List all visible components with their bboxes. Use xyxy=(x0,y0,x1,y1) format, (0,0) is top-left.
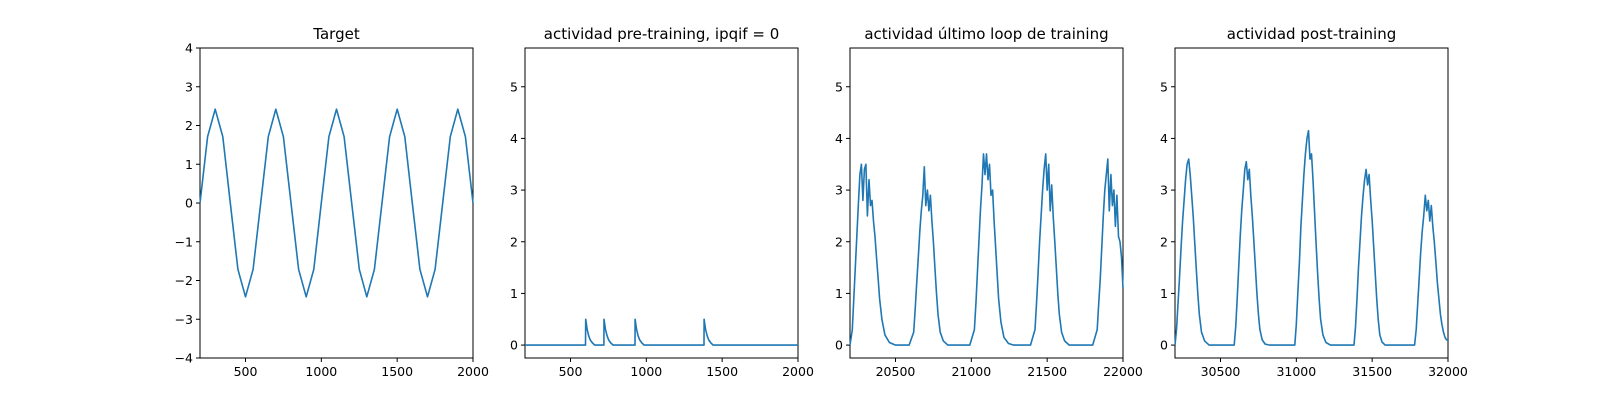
subplot-title: actividad post-training xyxy=(1227,25,1396,43)
y-tick-label: 1 xyxy=(835,286,843,301)
subplot-title: actividad pre-training, ipqif = 0 xyxy=(544,25,780,43)
tick-group: 500 1000 1500 2000 −4 −3 −2 −1 0 1 2 3 4 xyxy=(175,41,489,380)
y-tick-label: 3 xyxy=(835,183,843,198)
subplot-target: Target 500 1000 1500 2000 −4 −3 −2 −1 0 1 2 3 4 xyxy=(175,25,489,379)
y-tick-label: 1 xyxy=(185,157,193,172)
y-tick-label: 4 xyxy=(185,41,193,56)
subplot-title: actividad último loop de training xyxy=(864,25,1108,43)
tick-group: 20500 21000 21500 22000 0 1 2 3 4 5 xyxy=(835,79,1143,379)
y-tick-label: 3 xyxy=(185,79,193,94)
y-tick-label: 0 xyxy=(185,196,193,211)
series-line xyxy=(849,153,1124,346)
x-tick-label: 500 xyxy=(234,364,258,379)
x-tick-label: 1500 xyxy=(706,364,738,379)
y-tick-label: 2 xyxy=(835,234,843,249)
subplot-title: Target xyxy=(312,25,360,43)
axes-frame xyxy=(1174,47,1449,359)
y-tick-label: 4 xyxy=(835,131,843,146)
subplot-pre-training: actividad pre-training, ipqif = 0 500 100… xyxy=(510,25,814,379)
y-tick-label: 2 xyxy=(510,234,518,249)
x-tick-label: 20500 xyxy=(876,364,916,379)
y-tick-label: 4 xyxy=(510,131,518,146)
x-tick-label: 30500 xyxy=(1201,364,1241,379)
axes-frame xyxy=(524,47,799,359)
y-tick-label: 0 xyxy=(510,338,518,353)
y-tick-label: 1 xyxy=(1160,286,1168,301)
series-line xyxy=(1174,129,1448,346)
x-tick-label: 22000 xyxy=(1103,364,1143,379)
x-tick-label: 21000 xyxy=(951,364,991,379)
y-tick-label: 4 xyxy=(1160,131,1168,146)
x-tick-label: 31500 xyxy=(1352,364,1392,379)
tick-group: 500 1000 1500 2000 0 1 2 3 4 5 xyxy=(510,79,814,379)
axes-frame xyxy=(849,47,1124,359)
y-tick-label: 0 xyxy=(835,338,843,353)
series-line xyxy=(525,318,798,346)
tick-group: 30500 31000 31500 32000 0 1 2 3 4 5 xyxy=(1160,79,1468,379)
y-tick-label: −3 xyxy=(175,312,193,327)
y-tick-label: 5 xyxy=(510,79,518,94)
x-tick-label: 1000 xyxy=(630,364,662,379)
y-tick-label: 0 xyxy=(1160,338,1168,353)
y-tick-label: 1 xyxy=(510,286,518,301)
x-tick-label: 2000 xyxy=(782,364,814,379)
x-tick-label: 32000 xyxy=(1428,364,1468,379)
y-tick-label: 2 xyxy=(1160,234,1168,249)
y-tick-label: 3 xyxy=(510,183,518,198)
subplot-last-training-loop: actividad último loop de training 20500 2… xyxy=(835,25,1143,379)
y-tick-label: 3 xyxy=(1160,183,1168,198)
y-tick-label: 5 xyxy=(1160,79,1168,94)
x-tick-label: 2000 xyxy=(457,364,489,379)
x-tick-label: 21500 xyxy=(1027,364,1067,379)
x-tick-label: 1000 xyxy=(305,364,337,379)
x-tick-label: 500 xyxy=(559,364,583,379)
series-line xyxy=(199,108,474,298)
y-tick-label: −2 xyxy=(175,273,193,288)
y-tick-label: −1 xyxy=(175,234,193,249)
y-tick-label: 5 xyxy=(835,79,843,94)
x-tick-label: 1500 xyxy=(381,364,413,379)
y-tick-label: −4 xyxy=(175,351,193,366)
subplot-post-training: actividad post-training 30500 31000 31500 3… xyxy=(1160,25,1468,379)
y-tick-label: 2 xyxy=(185,118,193,133)
x-tick-label: 31000 xyxy=(1276,364,1316,379)
